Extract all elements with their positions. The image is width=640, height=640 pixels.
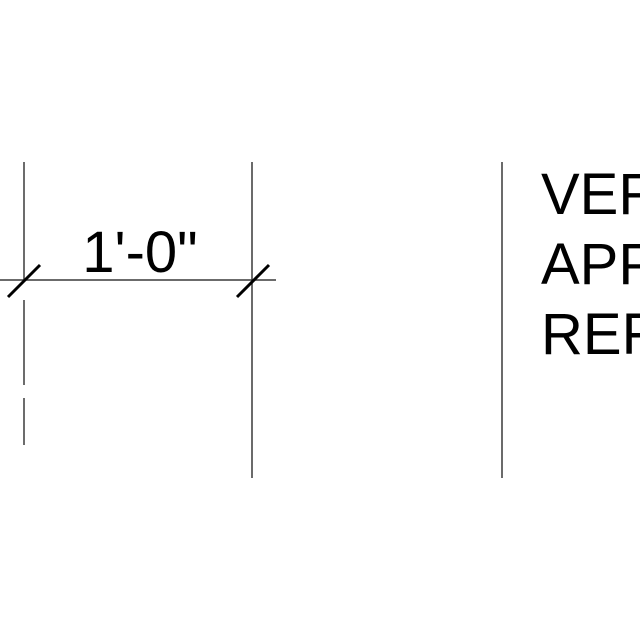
dimension-label: 1'-0"	[82, 220, 198, 285]
note-line-2: APP	[541, 232, 640, 297]
left-tick-mark	[6, 263, 42, 299]
note-line-3: REF	[541, 302, 640, 367]
right-tick-mark	[235, 263, 271, 299]
note-line-1: VER	[541, 162, 640, 227]
